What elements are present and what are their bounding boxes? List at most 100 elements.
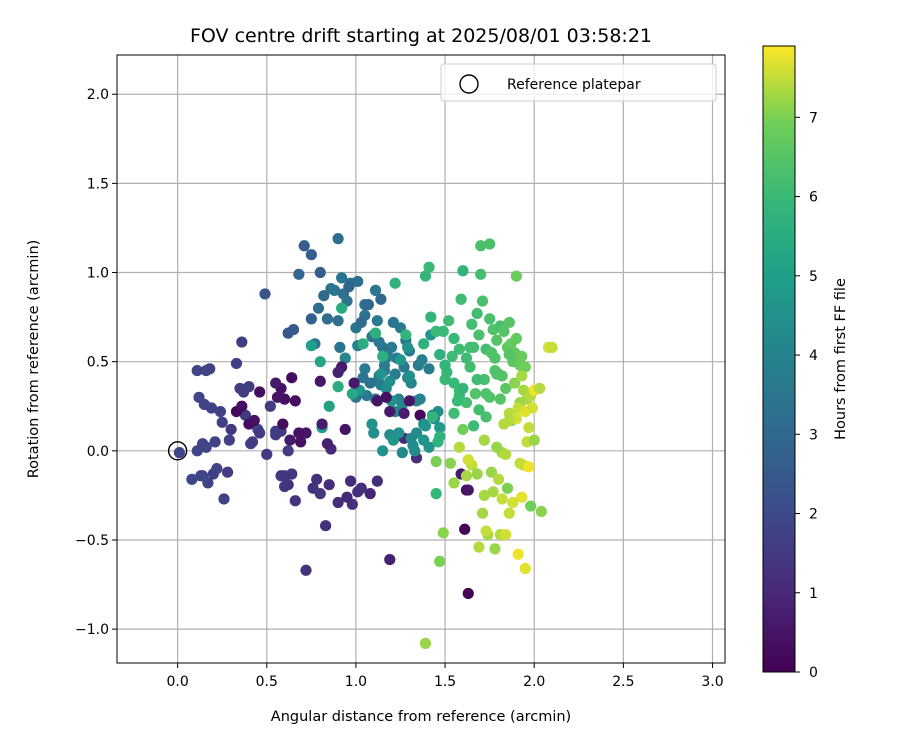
data-point xyxy=(355,482,367,494)
data-point xyxy=(321,313,333,325)
data-point xyxy=(528,434,540,446)
data-point xyxy=(453,441,465,453)
data-point xyxy=(478,489,490,501)
colorbar-tick-label: 2 xyxy=(809,507,818,523)
data-point xyxy=(462,484,474,496)
data-point xyxy=(369,284,382,296)
data-point xyxy=(318,290,330,302)
plot-frame xyxy=(116,54,726,664)
data-point xyxy=(254,386,266,398)
data-point xyxy=(491,441,503,453)
x-tick-label: 3.0 xyxy=(701,674,723,690)
data-point xyxy=(191,364,203,377)
data-point xyxy=(245,438,257,450)
data-point xyxy=(402,341,414,354)
data-point xyxy=(198,398,210,411)
colorbar-tick-label: 5 xyxy=(809,269,818,285)
data-point xyxy=(403,370,416,382)
data-point xyxy=(371,395,383,407)
data-point xyxy=(346,388,358,400)
data-point xyxy=(295,436,307,448)
data-point xyxy=(221,466,234,478)
data-point xyxy=(460,470,473,482)
data-point xyxy=(223,434,235,446)
data-point xyxy=(459,523,471,535)
data-point xyxy=(434,422,446,434)
data-point xyxy=(462,454,474,466)
data-point xyxy=(311,473,323,485)
data-point xyxy=(485,466,498,478)
data-point xyxy=(462,587,474,600)
data-point xyxy=(523,461,535,473)
data-point xyxy=(336,302,348,314)
data-point xyxy=(186,473,198,485)
data-point xyxy=(491,368,503,380)
data-point xyxy=(287,323,300,336)
data-point xyxy=(284,434,296,446)
y-tick-label: 1.0 xyxy=(87,266,109,282)
data-point xyxy=(357,372,369,384)
data-point xyxy=(270,377,282,389)
data-point xyxy=(500,382,512,395)
data-point xyxy=(434,555,446,567)
data-point xyxy=(289,495,301,507)
data-point xyxy=(471,468,483,480)
data-point xyxy=(405,432,417,444)
data-point xyxy=(225,423,237,436)
data-point xyxy=(321,438,333,450)
data-point xyxy=(375,368,387,380)
data-point xyxy=(254,427,266,439)
data-point xyxy=(377,350,389,362)
data-point xyxy=(200,441,212,453)
data-point xyxy=(423,363,435,375)
data-point xyxy=(300,564,312,576)
data-point xyxy=(275,470,287,482)
data-point xyxy=(498,418,510,430)
data-point xyxy=(264,400,276,412)
data-point xyxy=(271,391,284,403)
y-tick-label: 1.5 xyxy=(87,176,109,192)
colorbar-ticks: 0 1 2 3 4 5 6 7 xyxy=(795,110,818,681)
data-point xyxy=(446,350,458,362)
data-point xyxy=(314,488,326,500)
data-point xyxy=(384,553,396,566)
data-point xyxy=(519,562,531,575)
data-point xyxy=(425,311,437,323)
data-point xyxy=(316,418,328,430)
data-point xyxy=(387,434,399,446)
data-point xyxy=(503,507,515,519)
data-point xyxy=(448,377,460,389)
data-point xyxy=(476,295,489,307)
data-point xyxy=(270,425,282,437)
data-point xyxy=(332,496,344,509)
data-point xyxy=(384,375,396,387)
data-point xyxy=(230,357,243,370)
data-point xyxy=(364,488,376,500)
data-point xyxy=(298,240,310,252)
data-point xyxy=(457,423,469,436)
data-point xyxy=(455,293,467,305)
x-tick-label: 0.0 xyxy=(166,674,188,690)
data-point xyxy=(514,457,526,469)
data-point xyxy=(305,340,317,352)
data-point xyxy=(237,386,250,398)
data-point xyxy=(328,284,341,296)
data-point xyxy=(489,543,501,555)
x-axis-label: Angular distance from reference (arcmin) xyxy=(271,709,571,725)
data-point xyxy=(314,356,326,368)
data-point xyxy=(525,500,537,512)
data-point xyxy=(473,541,485,553)
data-point xyxy=(339,352,351,364)
data-point xyxy=(259,288,271,300)
x-tick-label: 2.5 xyxy=(612,674,634,690)
data-point xyxy=(460,352,473,364)
data-point xyxy=(377,445,389,457)
data-point xyxy=(426,411,439,423)
data-point xyxy=(218,493,230,505)
data-point xyxy=(384,405,396,418)
data-point xyxy=(196,470,209,482)
data-point xyxy=(503,316,515,329)
data-point xyxy=(394,354,407,366)
legend-marker-icon xyxy=(459,74,479,94)
data-point xyxy=(480,388,492,400)
